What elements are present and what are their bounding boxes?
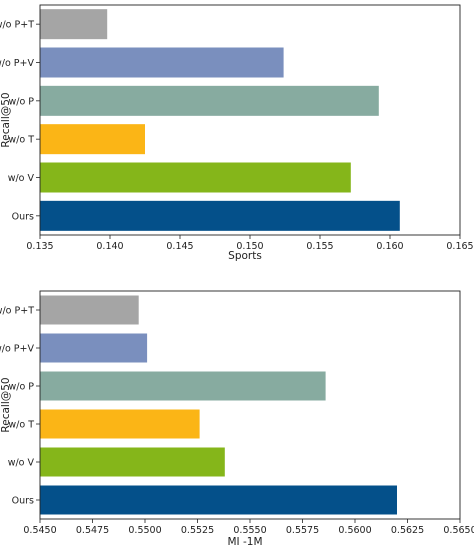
plot-frame bbox=[39, 4, 461, 236]
x-axis-label: MI -1M bbox=[227, 536, 262, 547]
bar-w-o-p bbox=[40, 85, 379, 116]
x-tick-label: 0.5475 bbox=[76, 525, 109, 536]
x-tick-label: 0.155 bbox=[306, 241, 333, 252]
x-tick-label: 0.165 bbox=[446, 241, 473, 252]
bar-w-o-p-v bbox=[40, 333, 148, 363]
bar-ours bbox=[40, 485, 397, 515]
x-tick-label: 0.140 bbox=[96, 241, 123, 252]
y-tick-label: w/o P+T bbox=[0, 20, 34, 31]
y-axis-label: Recall@50 bbox=[0, 377, 12, 432]
bar-w-o-p bbox=[40, 371, 326, 401]
y-tick-label: w/o T bbox=[8, 135, 34, 146]
y-tick-label: w/o P+V bbox=[0, 58, 34, 69]
plot-frame bbox=[39, 290, 461, 520]
y-axis-label: Recall@50 bbox=[0, 92, 12, 147]
bar-w-o-t bbox=[40, 409, 200, 439]
y-tick-label: w/o V bbox=[8, 173, 35, 184]
y-tick-label: w/o V bbox=[8, 458, 35, 469]
x-tick-label: 0.150 bbox=[236, 241, 263, 252]
x-tick-label: 0.5575 bbox=[286, 525, 319, 536]
x-tick-label: 0.5600 bbox=[338, 525, 371, 536]
y-tick-label: w/o T bbox=[8, 420, 34, 431]
x-tick-label: 0.5650 bbox=[443, 525, 474, 536]
x-tick-label: 0.135 bbox=[26, 241, 53, 252]
x-axis-label: Sports bbox=[228, 250, 262, 262]
x-tick-label: 0.160 bbox=[376, 241, 403, 252]
y-tick-label: w/o P+T bbox=[0, 306, 34, 317]
bar-w-o-p-t bbox=[40, 9, 108, 40]
bar-w-o-v bbox=[40, 447, 225, 477]
y-tick-label: w/o P bbox=[8, 382, 34, 393]
bar-w-o-v bbox=[40, 162, 351, 193]
bar-w-o-p-t bbox=[40, 295, 139, 325]
y-tick-label: Ours bbox=[12, 211, 34, 222]
x-tick-label: 0.5450 bbox=[23, 525, 56, 536]
bar-w-o-t bbox=[40, 124, 145, 155]
x-tick-label: 0.145 bbox=[166, 241, 193, 252]
x-tick-label: 0.5625 bbox=[391, 525, 424, 536]
bar-w-o-p-v bbox=[40, 47, 284, 78]
bar-ours bbox=[40, 200, 400, 231]
y-tick-label: w/o P bbox=[8, 96, 34, 107]
y-tick-label: w/o P+V bbox=[0, 344, 34, 355]
x-tick-label: 0.5525 bbox=[181, 525, 214, 536]
x-tick-label: 0.5550 bbox=[233, 525, 266, 536]
y-tick-label: Ours bbox=[12, 496, 34, 507]
x-tick-label: 0.5500 bbox=[128, 525, 161, 536]
